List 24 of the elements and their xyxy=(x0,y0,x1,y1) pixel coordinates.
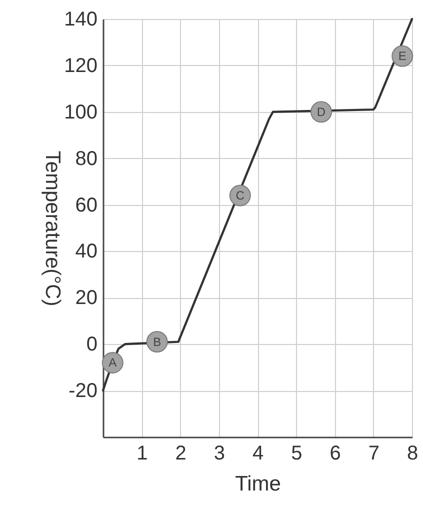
x-tick-label: 6 xyxy=(330,442,341,464)
annotation: E xyxy=(398,49,406,64)
y-tick-label: 0 xyxy=(86,334,98,356)
x-tick-label: 5 xyxy=(291,442,302,464)
y-tick-label: 120 xyxy=(64,54,98,77)
annotation: B xyxy=(153,334,162,349)
x-axis-title: Time xyxy=(235,472,281,496)
annotation: C xyxy=(236,188,245,202)
y-tick-label: 60 xyxy=(75,194,98,216)
x-tick-label: 8 xyxy=(406,442,418,464)
y-tick-label: 140 xyxy=(64,8,98,30)
x-tick-label: 4 xyxy=(252,442,264,464)
annotation: D xyxy=(316,104,326,119)
x-tick-label: 3 xyxy=(214,442,225,464)
y-axis-title: Temperature(°C) xyxy=(41,150,64,306)
annotation: A xyxy=(108,356,117,370)
x-tick-label: 1 xyxy=(136,442,148,464)
y-tick-label: -20 xyxy=(68,380,98,402)
y-tick-label: 80 xyxy=(75,148,98,170)
y-tick-label: 40 xyxy=(75,240,98,263)
x-tick-label: 7 xyxy=(368,442,380,464)
y-tick-label: 100 xyxy=(64,101,98,124)
x-tick-label: 2 xyxy=(175,442,186,464)
y-tick-label: 20 xyxy=(75,287,98,310)
